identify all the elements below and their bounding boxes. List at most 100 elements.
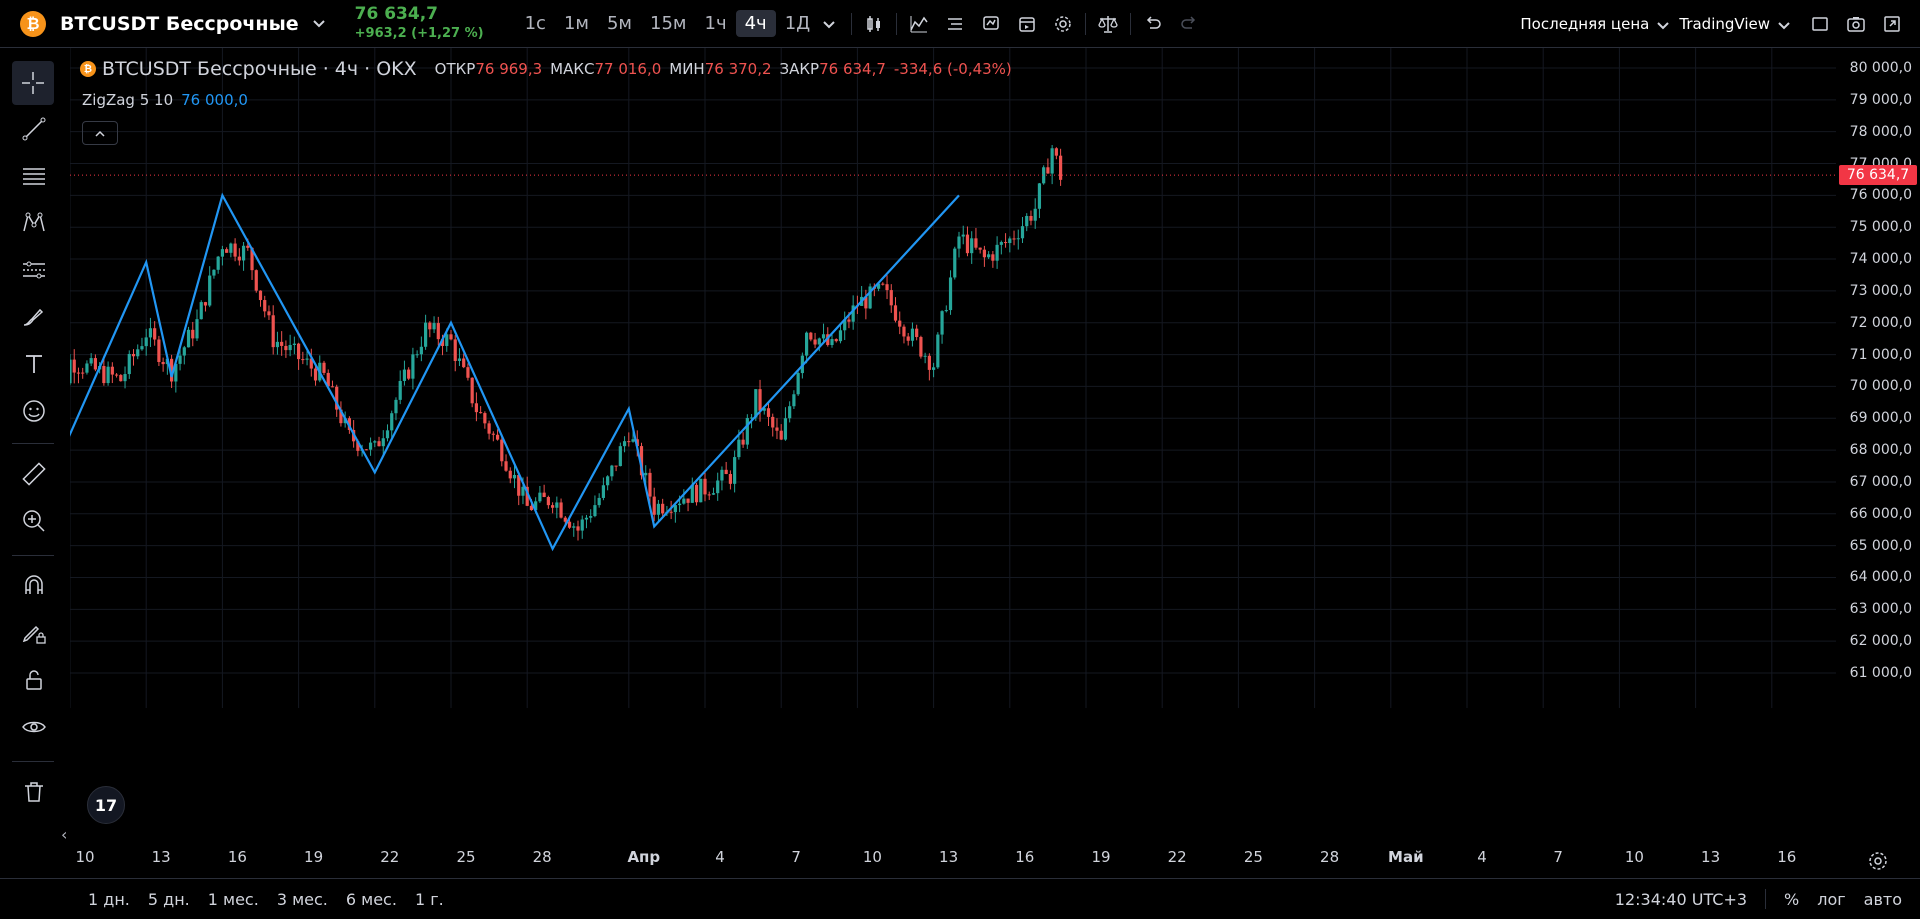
replay-icon[interactable] xyxy=(1009,6,1045,42)
candle-body xyxy=(703,478,707,495)
candle-body xyxy=(775,427,779,431)
fib-retracement-tool-icon[interactable] xyxy=(12,154,56,198)
percent-scale-toggle[interactable]: % xyxy=(1784,889,1800,909)
range-1m[interactable]: 1 мес. xyxy=(207,889,259,909)
candle-body xyxy=(728,474,732,484)
camera-icon[interactable] xyxy=(1838,6,1874,42)
candle-body xyxy=(923,355,927,357)
timeframe-1m[interactable]: 1м xyxy=(563,13,589,34)
collapse-legend-button[interactable] xyxy=(82,121,118,145)
ruler-tool-icon[interactable] xyxy=(12,452,56,496)
candle-body xyxy=(178,355,182,364)
price-chart[interactable] xyxy=(70,48,1836,848)
prediction-tool-icon[interactable] xyxy=(12,248,56,292)
clock-timezone[interactable]: 12:34:40 UTC+3 xyxy=(1614,889,1748,909)
candle-body xyxy=(656,503,661,515)
timeframe-selector: 1с 1м 5м 15м 1ч 4ч 1Д xyxy=(516,10,840,37)
candle-body xyxy=(720,469,724,481)
alert-icon[interactable] xyxy=(973,6,1009,42)
text-tool-icon[interactable] xyxy=(12,342,56,386)
tradingview-logo[interactable]: 17 xyxy=(87,786,125,824)
candle-body xyxy=(957,236,961,249)
range-1d[interactable]: 1 дн. xyxy=(88,889,130,909)
auto-scale-toggle[interactable]: авто xyxy=(1863,889,1902,909)
timeframe-more-chevron-icon[interactable] xyxy=(819,10,839,37)
time-axis[interactable]: 10 13 16 19 22 25 28 Апр 4 7 10 13 16 19 22 25 28 Май 4 7 10… xyxy=(70,848,1836,872)
candle-body xyxy=(364,449,368,451)
settings-gear-icon[interactable] xyxy=(1045,6,1081,42)
timeframe-1h[interactable]: 1ч xyxy=(704,13,727,34)
range-5d[interactable]: 5 дн. xyxy=(147,889,190,909)
zoom-in-icon[interactable] xyxy=(12,499,56,543)
timeframe-5m[interactable]: 5м xyxy=(606,13,633,34)
candle-body xyxy=(771,416,775,428)
candle-body xyxy=(1033,208,1037,221)
magnet-icon[interactable] xyxy=(12,564,56,608)
candle-body xyxy=(284,345,288,351)
symbol-selector[interactable]: ₿ BTCUSDT Бессрочные xyxy=(0,0,325,48)
range-1y[interactable]: 1 г. xyxy=(414,889,444,909)
candle-body xyxy=(106,366,110,384)
range-3m[interactable]: 3 мес. xyxy=(276,889,328,909)
trash-icon[interactable] xyxy=(12,770,56,814)
candle-body xyxy=(212,269,216,276)
candle-body xyxy=(948,277,953,311)
candle-body xyxy=(944,310,948,312)
expand-icon[interactable] xyxy=(1874,6,1910,42)
divider xyxy=(12,761,54,762)
log-scale-toggle[interactable]: лог xyxy=(1817,889,1846,909)
candle-body xyxy=(661,503,665,514)
chevron-down-icon xyxy=(312,16,325,32)
candle-body xyxy=(932,367,936,370)
trend-line-tool-icon[interactable] xyxy=(12,107,56,151)
candle-body xyxy=(462,358,466,368)
candle-body xyxy=(491,433,495,435)
price-type-dropdown[interactable]: Последняя цена xyxy=(1520,15,1650,33)
candle-body xyxy=(385,430,390,439)
candle-body xyxy=(411,354,415,379)
time-tick-label: 13 xyxy=(939,848,959,866)
emoji-tool-icon[interactable] xyxy=(12,389,56,433)
candle-body xyxy=(191,329,195,339)
chart-source-dropdown[interactable]: TradingView xyxy=(1679,15,1770,33)
axis-settings-gear-icon[interactable] xyxy=(1866,849,1890,873)
candle-body xyxy=(1050,148,1054,174)
candle-body xyxy=(978,247,982,250)
undo-icon[interactable] xyxy=(1135,6,1171,42)
crosshair-tool-icon[interactable] xyxy=(12,61,54,105)
chevron-up-icon xyxy=(95,130,105,137)
candle-type-icon[interactable] xyxy=(856,6,892,42)
candle-body xyxy=(330,386,335,388)
strategy-list-icon[interactable] xyxy=(937,6,973,42)
scales-icon[interactable] xyxy=(1090,6,1126,42)
timeframe-1s[interactable]: 1с xyxy=(524,13,546,34)
price-tick-label: 79 000,0 xyxy=(1849,91,1912,108)
candle-body xyxy=(576,526,580,531)
timeframe-4h[interactable]: 4ч xyxy=(735,10,776,37)
legend-change: -334,6 (-0,43%) xyxy=(893,60,1012,78)
indicators-icon[interactable] xyxy=(901,6,937,42)
range-6m[interactable]: 6 мес. xyxy=(345,889,397,909)
candle-body xyxy=(119,375,123,382)
price-scale[interactable]: 80 000,0 79 000,0 78 000,0 77 000,0 76 000,0… xyxy=(1836,48,1920,868)
timeframe-1d[interactable]: 1Д xyxy=(784,13,811,34)
candle-body xyxy=(415,354,419,356)
chevron-down-icon[interactable] xyxy=(1778,15,1790,34)
bitcoin-icon: ₿ xyxy=(80,61,96,77)
scroll-left-icon[interactable]: ‹ xyxy=(61,825,68,844)
unlock-icon[interactable] xyxy=(12,658,56,702)
candle-body xyxy=(678,503,682,506)
lock-drawing-pencil-icon[interactable] xyxy=(12,611,56,655)
indicator-legend[interactable]: ZigZag 5 10 76 000,0 xyxy=(82,91,248,109)
timeframe-15m[interactable]: 15м xyxy=(650,13,687,34)
pattern-tool-icon[interactable] xyxy=(12,201,56,245)
redo-icon[interactable] xyxy=(1171,6,1207,42)
candle-body xyxy=(428,322,432,330)
chevron-down-icon[interactable] xyxy=(1657,15,1670,34)
candle-body xyxy=(182,347,186,356)
brush-tool-icon[interactable] xyxy=(12,295,56,339)
fullscreen-window-icon[interactable] xyxy=(1802,6,1838,42)
symbol-name: BTCUSDT Бессрочные xyxy=(60,12,299,35)
eye-visibility-icon[interactable] xyxy=(12,705,56,749)
divider xyxy=(851,12,853,35)
